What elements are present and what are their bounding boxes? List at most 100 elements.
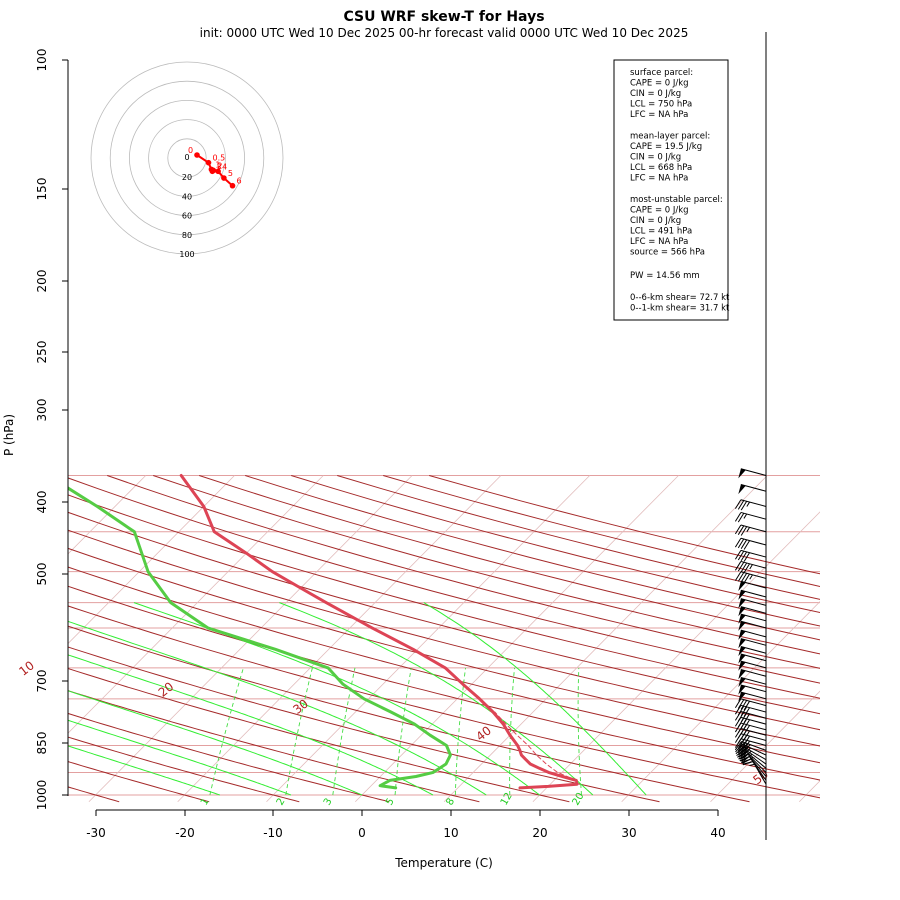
hodograph-point (215, 168, 221, 175)
wind-barb (738, 484, 767, 495)
temp-tick-label: 20 (532, 826, 547, 840)
pressure-tick-150: 150 (35, 178, 68, 200)
pressure-tick-700: 700 (35, 670, 68, 692)
isotherm-line (88, 475, 413, 803)
wind-barb-staff (740, 684, 767, 693)
info-line: LCL = 750 hPa (630, 100, 692, 110)
wind-barb-flag (743, 573, 751, 584)
wind-barb-pennant (738, 590, 746, 600)
wind-barb-pennant (738, 646, 746, 657)
wind-barb-flag (740, 539, 748, 549)
temp-tick-label: 40 (710, 826, 725, 840)
info-line: LCL = 491 hPa (630, 227, 692, 237)
isotherm-line (68, 475, 235, 645)
wind-barb (734, 711, 767, 723)
dry-adiabat (68, 585, 820, 781)
mixing-ratio-label: 2 (275, 796, 288, 807)
isotherm-line (68, 475, 324, 734)
dry-adiabat-label: 10 (16, 658, 37, 678)
wind-barb-flag (737, 572, 745, 582)
info-line: CAPE = 19.5 J/kg (630, 142, 702, 152)
wind-barb-flag (734, 733, 742, 743)
temp-tick-label: 10 (443, 826, 458, 840)
hodograph-point (221, 175, 227, 181)
wind-barb (738, 691, 767, 702)
moist-adiabat (68, 654, 434, 796)
wind-barb-pennant (738, 598, 746, 609)
info-line: source = 566 hPa (630, 248, 705, 258)
temp-tick-20: 20 (532, 810, 548, 840)
wind-barb-flag (737, 500, 745, 510)
wind-barb-flag (734, 711, 742, 721)
pressure-tick-200: 200 (35, 270, 68, 292)
moist-adiabat (68, 719, 292, 796)
sounding-profiles (68, 474, 579, 790)
wind-barb-flag (743, 552, 751, 562)
parcel-info-box: surface parcel: CAPE = 0 J/kg CIN = 0 J/… (613, 59, 730, 321)
wind-barb-staff (743, 746, 767, 761)
hodograph-point (205, 159, 212, 166)
wind-barb-staff (740, 646, 767, 654)
wind-barb-flag (734, 524, 742, 535)
hodograph-ring (148, 119, 226, 197)
wind-barb (742, 761, 767, 785)
moist-adiabat (279, 602, 594, 796)
temp-tick-m10: -10 (263, 810, 283, 840)
wind-barb-staff (740, 653, 767, 662)
wind-barb-pennant (738, 684, 746, 695)
moist-adiabat (68, 690, 363, 796)
hodograph-height-label: 4 (222, 162, 227, 171)
wind-barb (734, 549, 767, 562)
isotherm-line (177, 475, 502, 803)
wind-barb-half-flag (743, 513, 748, 519)
temp-tick-m20: -20 (175, 810, 195, 840)
wind-barb-flag (734, 738, 742, 748)
isotherm-line (710, 690, 820, 803)
pressure-tick-250: 250 (35, 341, 68, 363)
pressure-tick-labels: 100 150 200 250 300 400 500 700 850 1000 (35, 49, 68, 811)
wind-barb-flag (734, 698, 742, 709)
isotherm-line (443, 475, 768, 803)
info-line: 0--1-km shear= 31.7 kt (630, 304, 730, 314)
pressure-tick-label: 1000 (35, 780, 49, 811)
dry-adiabat (153, 475, 820, 655)
dry-adiabat (429, 475, 820, 575)
wind-barb-half-flag (749, 763, 755, 766)
mixing-ratio-label: 5 (384, 796, 397, 807)
moist-adiabat (68, 620, 487, 796)
info-line: LCL = 668 hPa (630, 163, 692, 173)
wind-barb (738, 684, 767, 695)
temperature-profile (179, 474, 579, 790)
dry-adiabat (68, 511, 820, 715)
wind-barb-staff (740, 524, 767, 533)
dry-adiabat (68, 477, 820, 684)
pressure-tick-label: 100 (35, 49, 49, 72)
info-line: CIN = 0 J/kg (630, 89, 681, 99)
hodograph-background (91, 62, 283, 254)
wind-barb (738, 598, 767, 609)
wind-barb-pennant (738, 638, 746, 649)
hodograph-ring-label: 20 (182, 173, 192, 182)
wind-barb (738, 638, 767, 649)
dry-adiabat (68, 668, 570, 803)
wind-barb-staff (740, 560, 767, 569)
dry-adiabat (245, 475, 820, 627)
mixing-ratio-line (509, 667, 515, 795)
mixing-ratio-label: 8 (444, 796, 457, 807)
mixing-ratio-line (285, 667, 313, 796)
info-line: LFC = NA hPa (630, 237, 688, 247)
hodograph-ring (167, 138, 207, 178)
mixing-ratio-label: 20 (571, 791, 587, 808)
dry-adiabat (68, 547, 820, 747)
hodograph-ring-label: 60 (182, 212, 192, 221)
pressure-tick-400: 400 (35, 491, 68, 513)
wind-barb (738, 589, 767, 600)
wind-barb (738, 646, 767, 657)
wind-barb-flag (740, 526, 748, 536)
isotherm-line (532, 511, 820, 803)
info-line: 0--6-km shear= 72.7 kt (630, 293, 730, 303)
wind-barb-staff (740, 571, 767, 579)
moist-adiabat (68, 745, 221, 796)
